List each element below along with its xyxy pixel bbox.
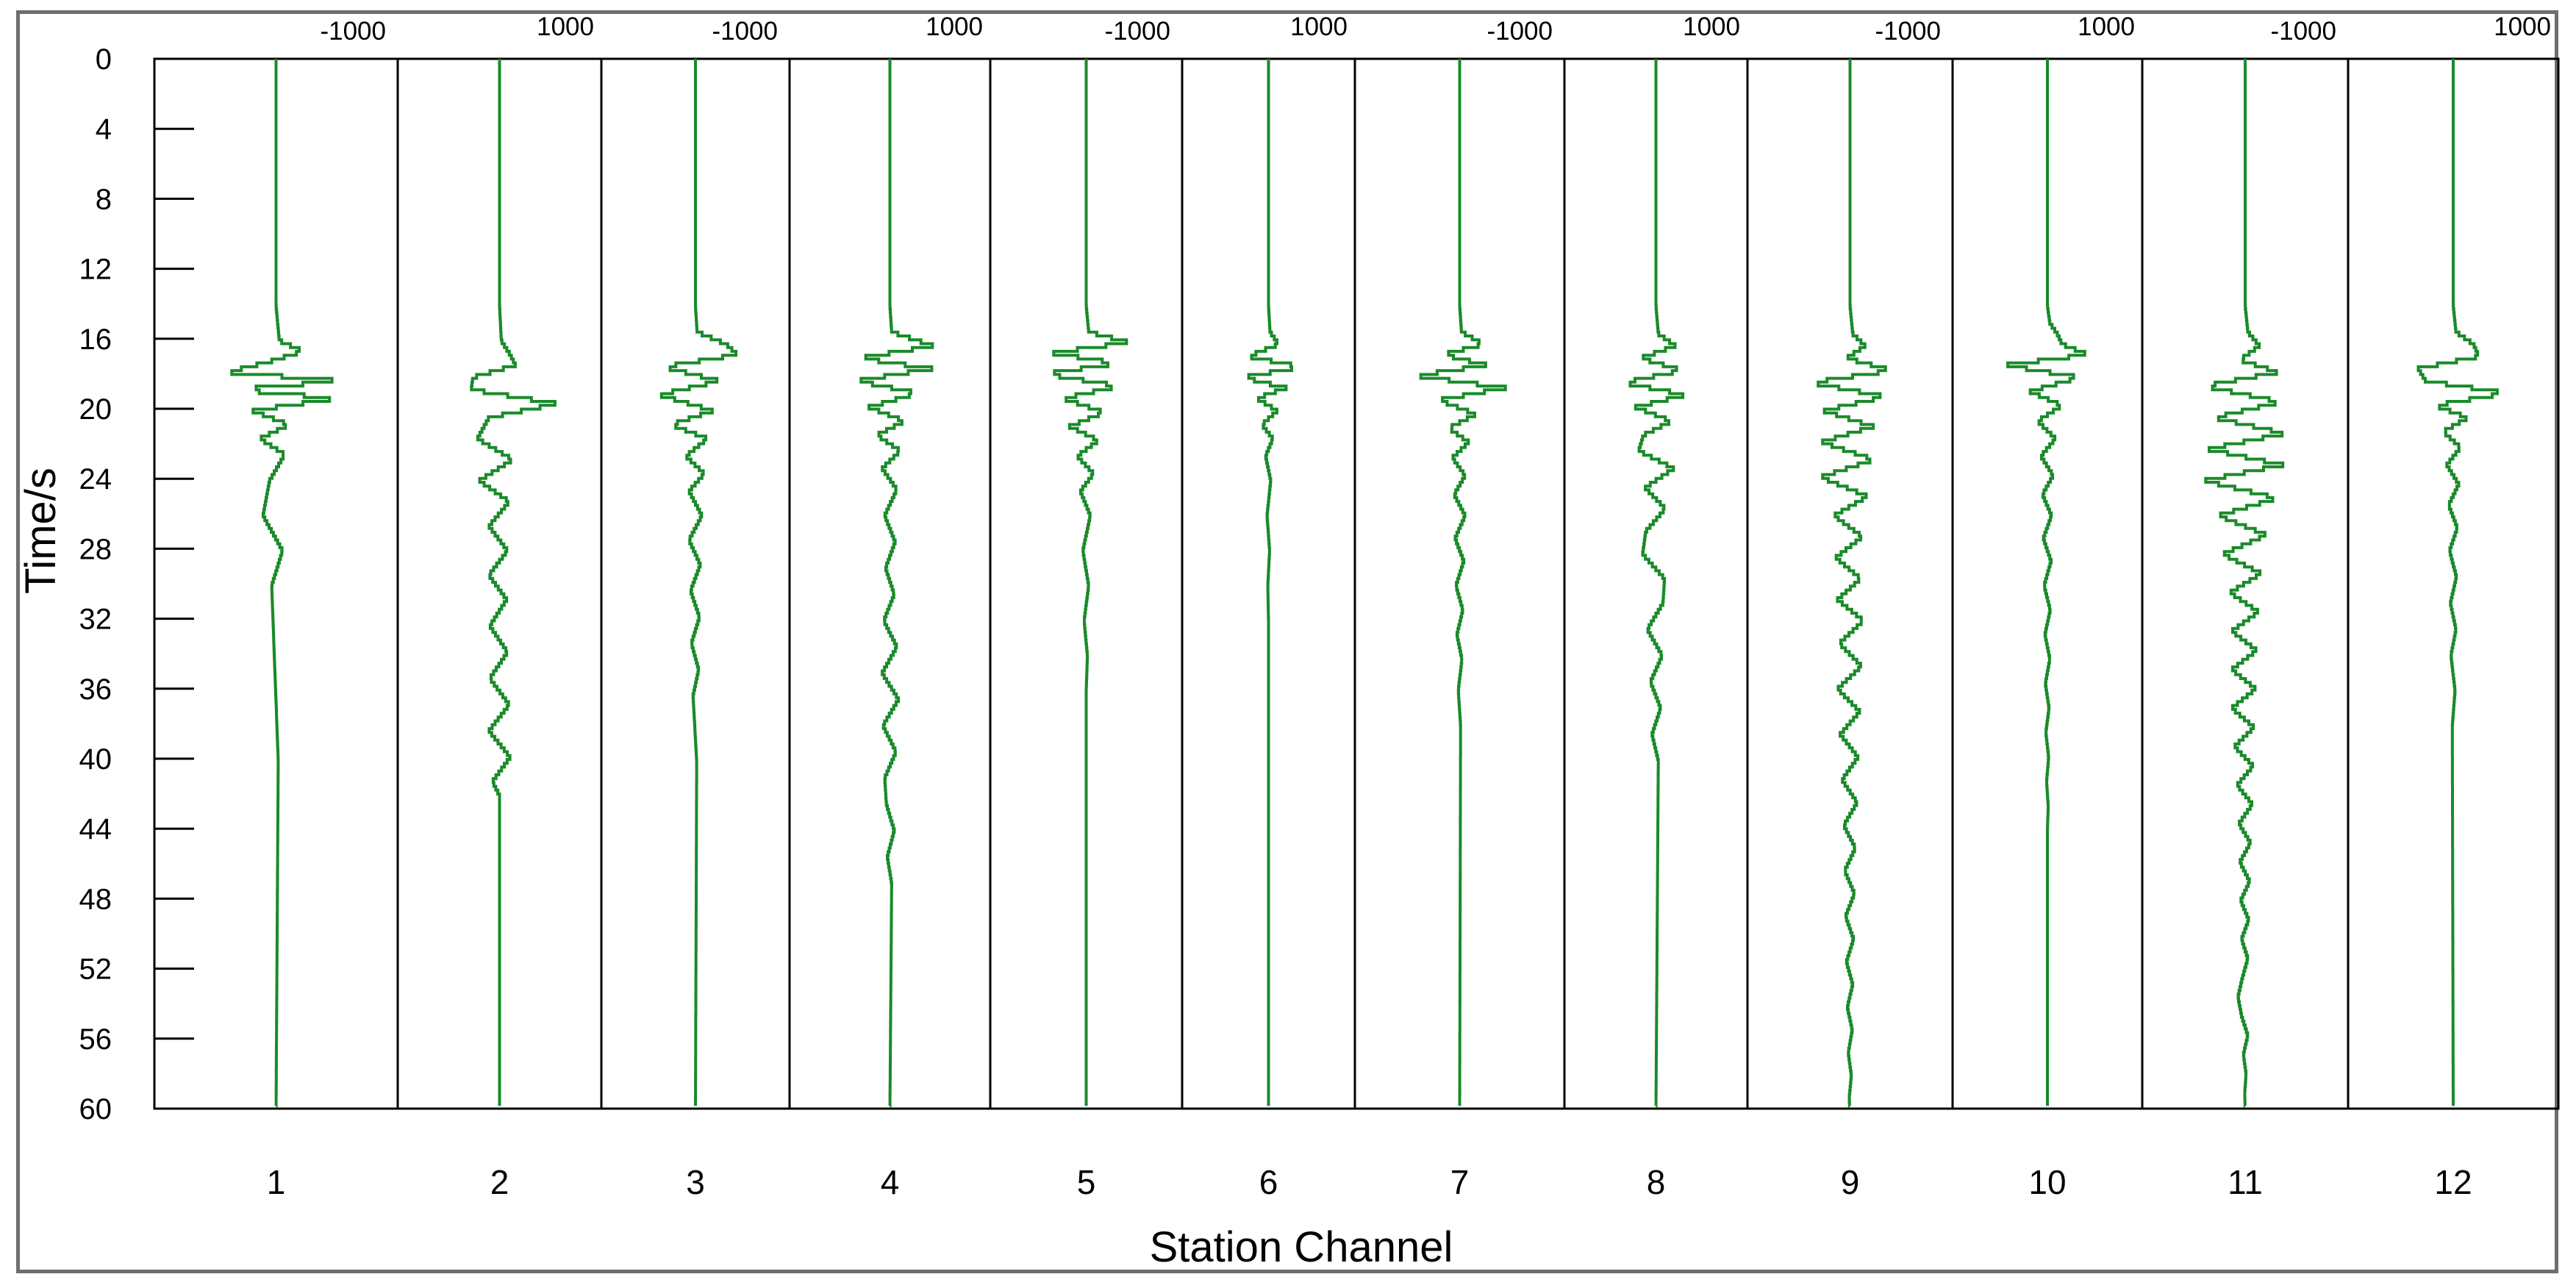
trace-channel-7 bbox=[1419, 59, 1507, 1106]
channel-label-10: 10 bbox=[2028, 1163, 2066, 1201]
channel-label-2: 2 bbox=[490, 1163, 509, 1201]
amplitude-label: 1000 bbox=[2078, 12, 2135, 41]
channel-label-12: 12 bbox=[2434, 1163, 2472, 1201]
plot-border bbox=[153, 57, 2560, 1110]
amplitude-label: 1000 bbox=[2494, 12, 2551, 41]
trace-channel-12 bbox=[2416, 59, 2499, 1106]
channel-label-11: 11 bbox=[2228, 1163, 2263, 1201]
y-tick-label: 36 bbox=[79, 673, 112, 706]
y-tick-label: 20 bbox=[79, 393, 112, 426]
trace-channel-3 bbox=[659, 59, 738, 1106]
y-tick-label: 60 bbox=[79, 1093, 112, 1126]
channel-label-4: 4 bbox=[881, 1163, 900, 1201]
y-tick-label: 44 bbox=[79, 813, 112, 845]
chart-frame bbox=[16, 10, 2558, 1273]
channel-label-8: 8 bbox=[1647, 1163, 1666, 1201]
trace-channel-4 bbox=[859, 59, 934, 1108]
trace-channel-2 bbox=[470, 59, 557, 1106]
amplitude-label: 1000 bbox=[537, 12, 594, 41]
amplitude-label: 1000 bbox=[1290, 12, 1348, 41]
y-tick-label: 0 bbox=[96, 43, 112, 76]
y-tick-label: 56 bbox=[79, 1023, 112, 1056]
y-tick-label: 8 bbox=[96, 183, 112, 215]
amplitude-label: 1000 bbox=[1683, 12, 1740, 41]
trace-channel-8 bbox=[1628, 59, 1685, 1108]
y-tick-label: 40 bbox=[79, 743, 112, 776]
amplitude-label: -1000 bbox=[1104, 17, 1170, 46]
labels: 1 -1000 2 1000 3 -1000 4 1000 5 -1000 6 1000 7 -1000 8… bbox=[267, 12, 2551, 1201]
y-tick-label: 48 bbox=[79, 883, 112, 915]
amplitude-label: -1000 bbox=[1875, 17, 1941, 46]
traces bbox=[230, 59, 2499, 1108]
channel-label-7: 7 bbox=[1450, 1163, 1470, 1201]
y-tick-label: 12 bbox=[79, 254, 112, 286]
channel-label-9: 9 bbox=[1841, 1163, 1860, 1201]
trace-channel-9 bbox=[1817, 59, 1887, 1108]
amplitude-label: -1000 bbox=[320, 17, 386, 46]
y-tick-label: 16 bbox=[79, 323, 112, 356]
channel-label-6: 6 bbox=[1259, 1163, 1278, 1201]
channel-label-3: 3 bbox=[686, 1163, 705, 1201]
y-axis-title: Time/s bbox=[17, 468, 65, 594]
trace-channel-11 bbox=[2204, 59, 2285, 1108]
y-tick-label: 52 bbox=[79, 954, 112, 986]
y-tick-label: 4 bbox=[96, 113, 112, 146]
amplitude-label: -1000 bbox=[2270, 17, 2336, 46]
amplitude-label: -1000 bbox=[712, 17, 778, 46]
y-tick-label: 28 bbox=[79, 533, 112, 565]
trace-channel-5 bbox=[1052, 59, 1128, 1106]
channel-label-1: 1 bbox=[267, 1163, 286, 1201]
trace-channel-6 bbox=[1247, 59, 1293, 1106]
trace-channel-10 bbox=[2006, 59, 2086, 1106]
trace-channel-1 bbox=[230, 59, 334, 1108]
x-axis-title: Station Channel bbox=[1150, 1223, 1453, 1271]
amplitude-label: -1000 bbox=[1486, 17, 1553, 46]
y-tick-label: 24 bbox=[79, 463, 112, 495]
channel-panels bbox=[153, 57, 2560, 1110]
y-tick-label: 32 bbox=[79, 604, 112, 636]
amplitude-label: 1000 bbox=[926, 12, 983, 41]
channel-label-5: 5 bbox=[1077, 1163, 1096, 1201]
